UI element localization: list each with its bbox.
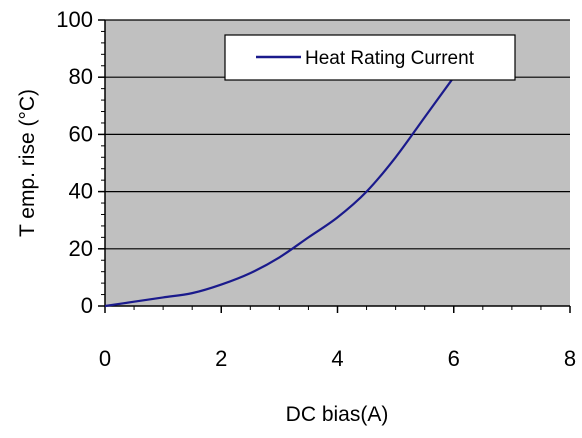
- x-tick-label-0: 0: [99, 346, 111, 371]
- legend: Heat Rating Current: [224, 34, 516, 81]
- legend-label-heat-rating-current: Heat Rating Current: [305, 48, 475, 69]
- x-tick-label-2: 2: [215, 346, 227, 371]
- y-tick-label-100: 100: [56, 7, 93, 32]
- y-tick-label-20: 20: [69, 236, 93, 261]
- x-tick-label-6: 6: [448, 346, 460, 371]
- x-tick-label-4: 4: [331, 346, 343, 371]
- series-layer: [104, 76, 455, 308]
- axes: 0 20 40 60 80 100 0 2 4 6 8: [56, 7, 576, 371]
- y-tick-label-40: 40: [69, 179, 93, 204]
- y-tick-label-80: 80: [69, 64, 93, 89]
- y-tick-label-60: 60: [69, 121, 93, 146]
- y-tick-label-0: 0: [81, 293, 93, 318]
- series-line-heat-rating-current: [104, 76, 455, 308]
- x-axis-title: DC bias(A): [286, 403, 389, 426]
- y-axis-title: T emp. rise (°C): [16, 89, 39, 237]
- x-tick-label-8: 8: [564, 346, 576, 371]
